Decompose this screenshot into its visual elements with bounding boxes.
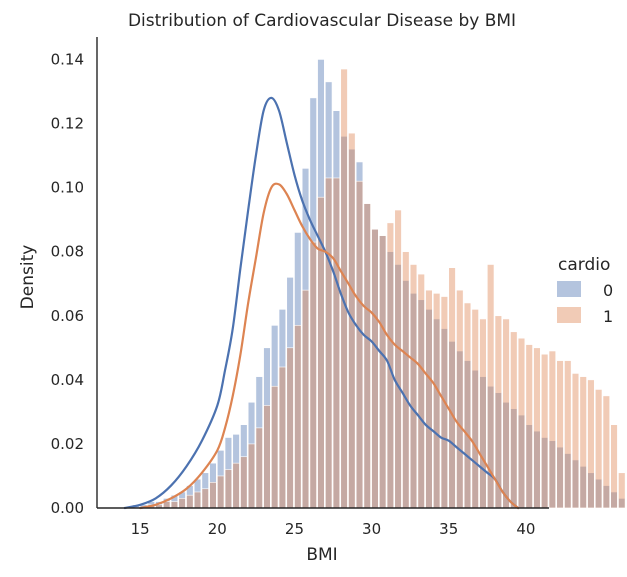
hist-bar-1-18 xyxy=(263,405,271,509)
hist-bar-1-39 xyxy=(425,289,433,509)
hist-bar-1-40 xyxy=(433,293,441,509)
hist-bar-1-8 xyxy=(186,494,194,509)
hist-bar-1-53 xyxy=(533,347,541,509)
hist-bar-1-17 xyxy=(255,427,263,509)
y-tick-label: 0.06 xyxy=(51,307,84,325)
hist-bar-1-49 xyxy=(502,318,510,509)
kde-line-0 xyxy=(123,96,520,510)
y-tick-label: 0.10 xyxy=(51,179,84,197)
x-tick-label: 15 xyxy=(131,520,150,538)
x-tick-label: 25 xyxy=(285,520,304,538)
hist-bar-1-55 xyxy=(548,350,557,509)
x-tick-label: 35 xyxy=(439,520,458,538)
legend-label-0: 0 xyxy=(603,281,613,300)
hist-bar-1-10 xyxy=(201,488,209,509)
hist-bar-1-45 xyxy=(471,309,479,509)
x-tick-label: 20 xyxy=(208,520,227,538)
hist-bar-1-27 xyxy=(332,177,341,509)
hist-bar-1-32 xyxy=(371,228,379,509)
hist-bar-1-61 xyxy=(594,389,603,509)
hist-bar-1-14 xyxy=(232,462,240,509)
hist-bar-1-20 xyxy=(278,366,287,509)
hist-bar-1-46 xyxy=(479,318,487,509)
y-tick-label: 0.12 xyxy=(51,115,84,133)
y-tick-label: 0.14 xyxy=(51,50,84,68)
hist-bar-1-11 xyxy=(209,482,217,509)
hist-bar-1-28 xyxy=(340,68,348,509)
hist-bar-1-35 xyxy=(394,209,402,509)
kde-line-1 xyxy=(139,182,520,510)
hist-bar-1-12 xyxy=(217,475,225,509)
y-tick-label: 0.00 xyxy=(51,499,84,517)
x-tick-label: 30 xyxy=(362,520,381,538)
hist-bar-1-58 xyxy=(571,373,580,509)
hist-bar-1-43 xyxy=(456,289,464,509)
hist-bar-1-63 xyxy=(610,424,618,509)
hist-bar-1-62 xyxy=(602,395,611,509)
hist-bar-1-13 xyxy=(224,469,233,509)
hist-bar-1-16 xyxy=(247,443,256,509)
y-tick-label: 0.04 xyxy=(51,371,84,389)
hist-bar-1-54 xyxy=(540,353,549,509)
hist-bar-1-38 xyxy=(417,273,425,509)
hist-bar-1-51 xyxy=(517,337,526,509)
hist-bar-1-9 xyxy=(193,491,202,509)
hist-bar-1-26 xyxy=(325,177,333,509)
hist-bar-1-15 xyxy=(240,456,248,509)
hist-bar-1-22 xyxy=(294,325,302,509)
hist-bar-1-50 xyxy=(510,331,518,509)
hist-bar-1-19 xyxy=(271,385,279,509)
legend-swatch-1 xyxy=(557,307,581,323)
hist-bar-1-59 xyxy=(579,376,587,509)
x-tick-label: 40 xyxy=(516,520,535,538)
hist-bar-1-7 xyxy=(178,498,186,509)
y-tick-label: 0.02 xyxy=(51,435,84,453)
legend-title: cardio xyxy=(558,255,610,275)
hist-bar-1-57 xyxy=(564,360,572,509)
hist-bar-1-56 xyxy=(556,360,564,509)
histogram-bars xyxy=(132,59,626,509)
hist-bar-1-21 xyxy=(286,347,294,509)
legend-label-1: 1 xyxy=(603,307,613,326)
hist-bar-1-37 xyxy=(409,264,418,509)
x-axis-title: BMI xyxy=(306,545,337,565)
legend: cardio 0 1 xyxy=(557,255,613,326)
y-axis-title: Density xyxy=(18,245,38,310)
hist-bar-1-36 xyxy=(402,251,410,509)
hist-bar-1-44 xyxy=(463,302,472,509)
hist-bar-1-30 xyxy=(355,180,364,509)
axes: 15 20 25 30 35 40 0.00 0.02 0.04 0.06 0.08 0.10 0.12… xyxy=(51,37,549,538)
chart-title: Distribution of Cardiovascular Disease b… xyxy=(128,11,516,31)
kde-curves xyxy=(123,96,520,510)
hist-bar-1-52 xyxy=(525,344,533,509)
hist-bar-1-42 xyxy=(448,267,456,509)
hist-bar-1-24 xyxy=(309,241,317,509)
hist-bar-1-31 xyxy=(363,203,371,509)
hist-bar-1-64 xyxy=(618,472,626,509)
legend-swatch-0 xyxy=(557,281,581,297)
hist-bar-1-23 xyxy=(301,289,310,509)
y-tick-label: 0.08 xyxy=(51,243,84,261)
hist-bar-1-6 xyxy=(170,501,179,509)
hist-bar-1-60 xyxy=(587,379,595,509)
hist-bar-1-33 xyxy=(379,235,387,509)
